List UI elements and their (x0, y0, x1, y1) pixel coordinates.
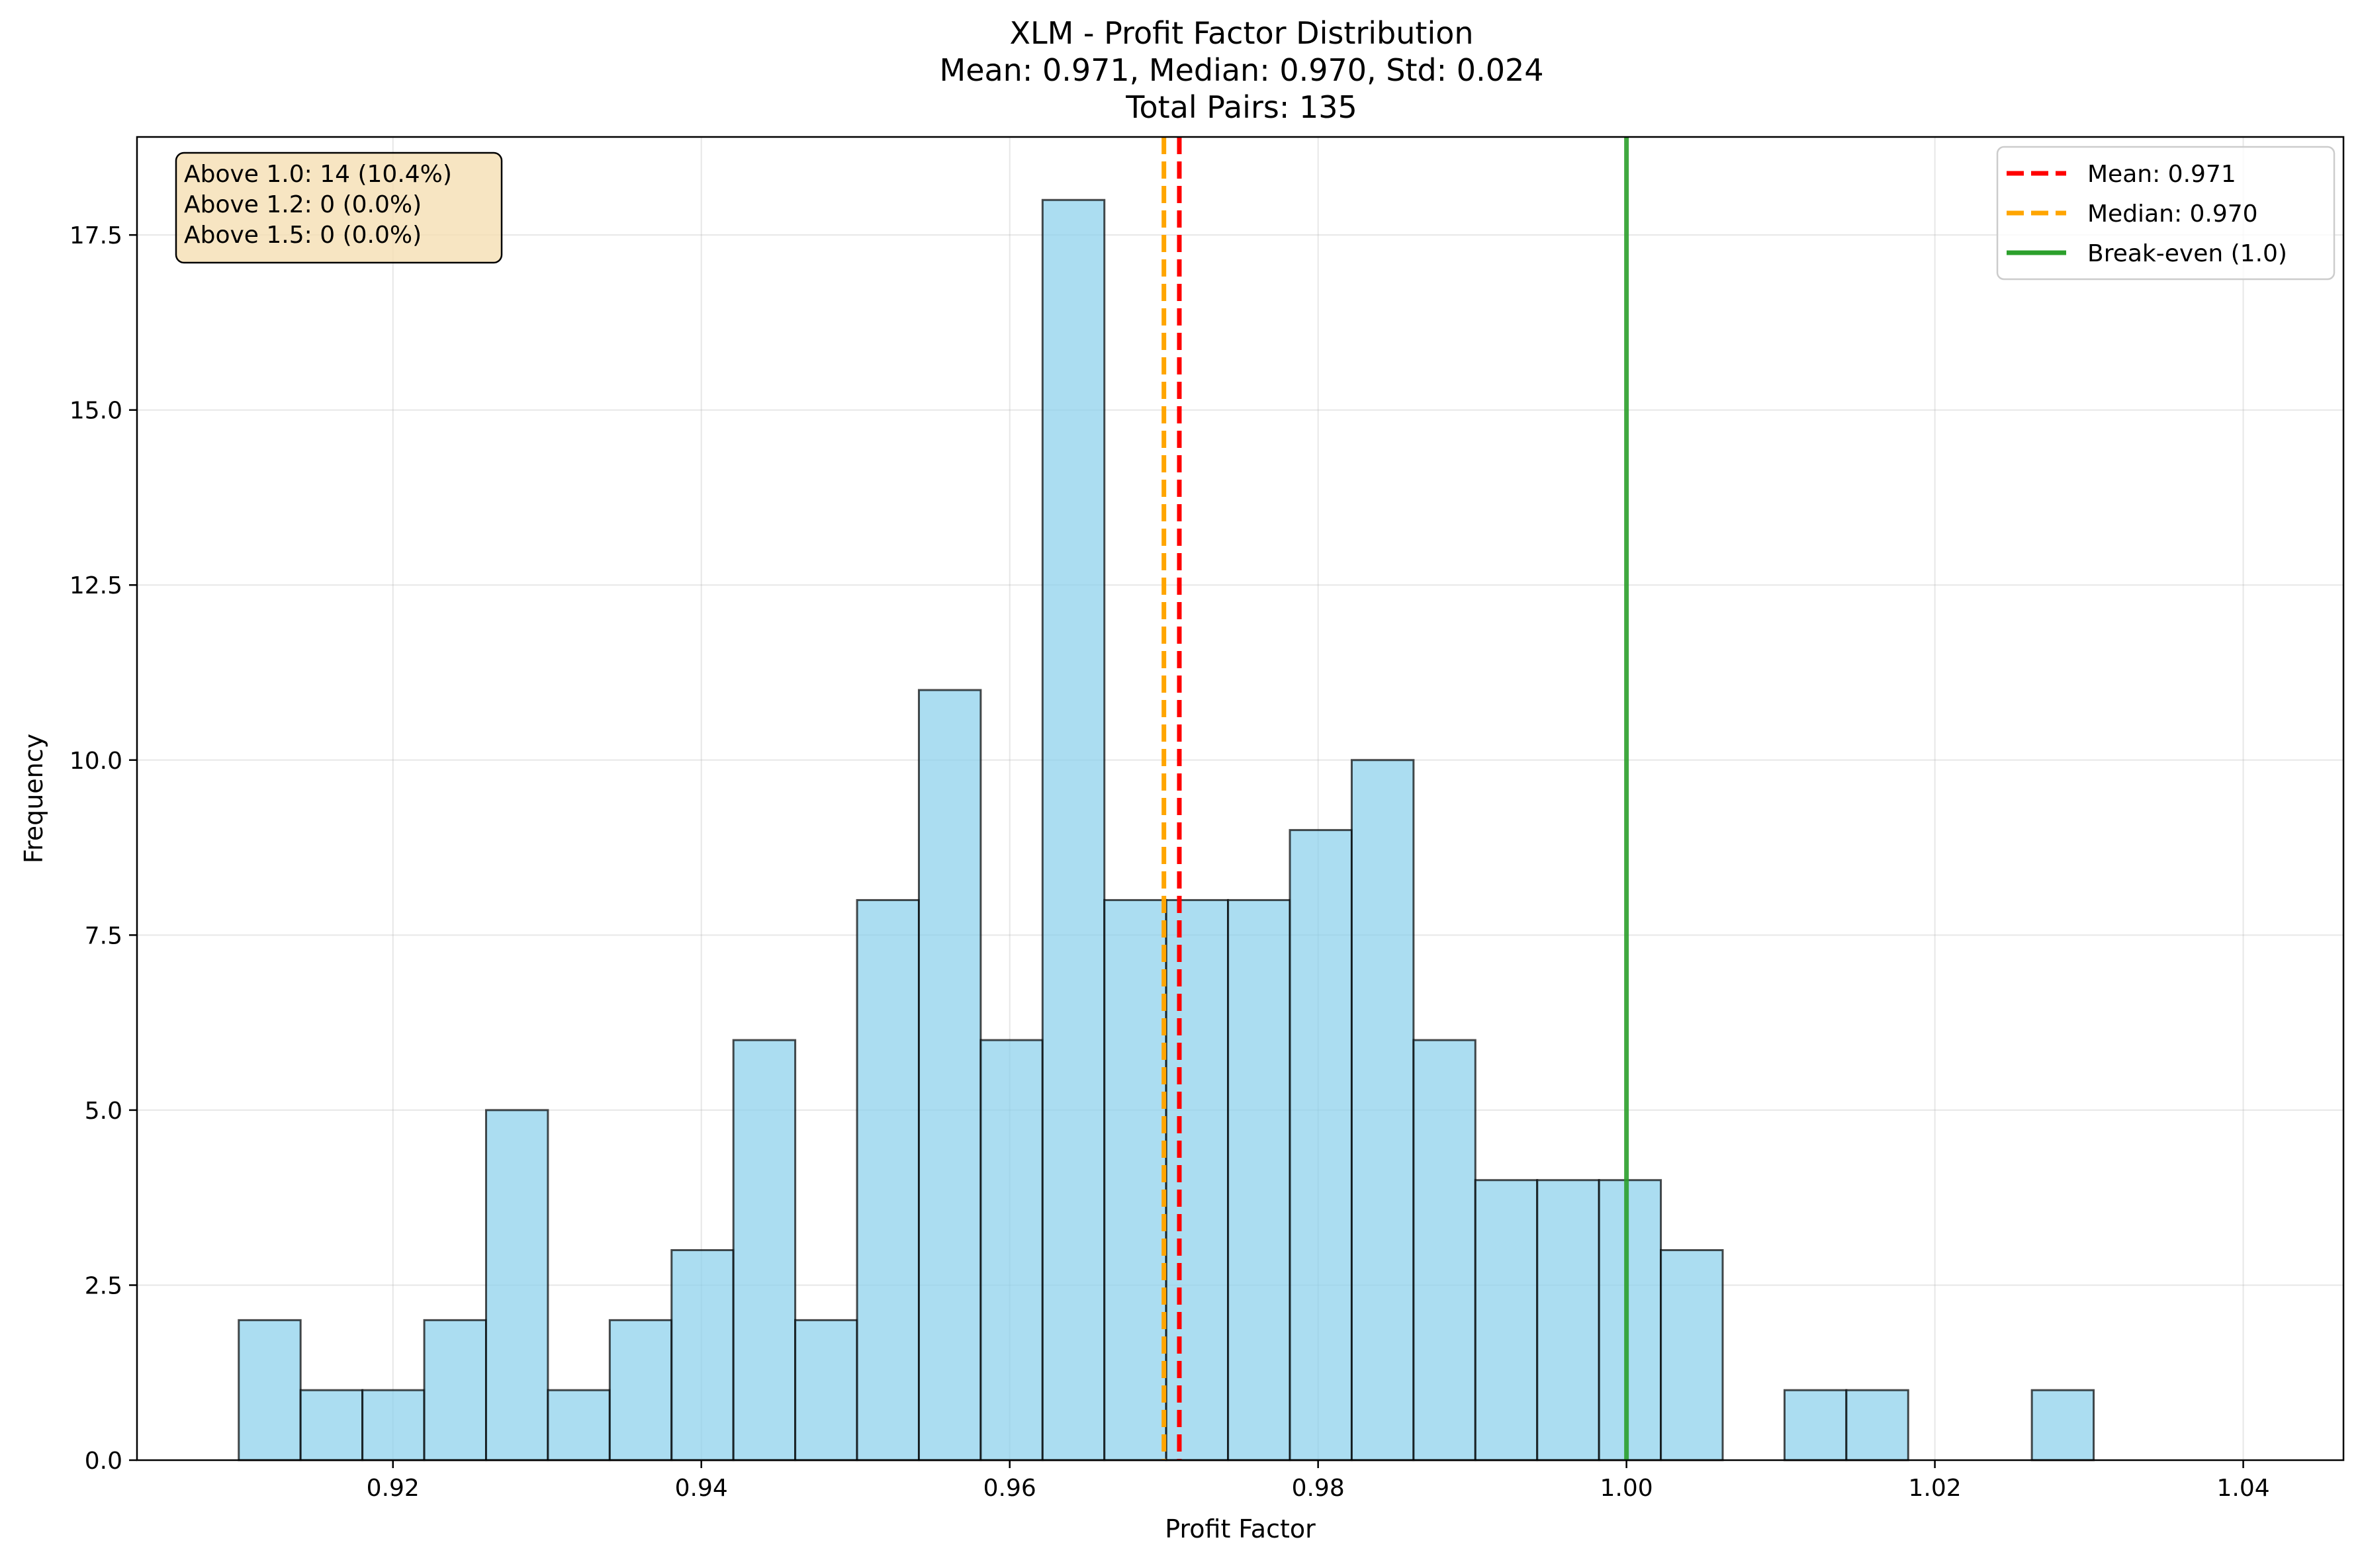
legend-label: Break-even (1.0) (2087, 240, 2287, 267)
histogram-bar (1536, 1179, 1600, 1461)
histogram-bar (1660, 1249, 1724, 1461)
stats-box-line: Above 1.2: 0 (0.0%) (184, 191, 422, 218)
histogram-bar (423, 1319, 487, 1461)
x-tick-label: 0.98 (1292, 1475, 1345, 1502)
y-tick-label: 17.5 (69, 222, 122, 249)
x-tick-label: 1.02 (1909, 1475, 1962, 1502)
y-tick-label: 7.5 (85, 922, 122, 949)
chart-title-line-2: Mean: 0.971, Median: 0.970, Std: 0.024 (940, 52, 1544, 88)
histogram-bar (1845, 1389, 1909, 1461)
legend-label: Median: 0.970 (2087, 200, 2258, 228)
y-tick-label: 5.0 (85, 1098, 122, 1125)
histogram-bar (732, 1039, 797, 1461)
x-tick-label: 0.96 (983, 1475, 1036, 1502)
histogram-bar (2030, 1389, 2095, 1461)
stats-box: Above 1.0: 14 (10.4%) Above 1.2: 0 (0.0%)… (175, 152, 503, 264)
y-tick-label: 10.0 (69, 748, 122, 775)
y-axis-label: Frequency (19, 734, 48, 863)
plot-frame (136, 136, 2345, 1461)
reference-lines-layer (1161, 137, 1629, 1460)
histogram-bar (361, 1389, 426, 1461)
x-tick-label: 0.92 (367, 1475, 420, 1502)
stats-box-background (175, 152, 503, 264)
histogram-bar (1598, 1179, 1662, 1461)
chart-title: XLM - Profit Factor Distribution Mean: 0… (940, 15, 1544, 125)
legend-frame (1996, 146, 2336, 281)
histogram-bar (1041, 198, 1106, 1461)
histogram-bar (608, 1319, 673, 1461)
histogram-bar (1227, 898, 1291, 1461)
stats-box-line: Above 1.0: 14 (10.4%) (184, 161, 452, 188)
y-tick-label: 0.0 (85, 1448, 122, 1475)
stats-box-line: Above 1.5: 0 (0.0%) (184, 222, 422, 249)
histogram-bar (979, 1039, 1044, 1461)
x-tick-label: 0.94 (675, 1475, 728, 1502)
histogram-bar (856, 898, 920, 1461)
y-tick-label: 2.5 (85, 1272, 122, 1299)
x-tick-label: 1.00 (1600, 1475, 1653, 1502)
grid-layer (137, 137, 2343, 1461)
histogram-bar (1350, 759, 1415, 1461)
histogram-bar (547, 1389, 611, 1461)
legend: Mean: 0.971 Median: 0.970 Break-even (1.0) (1996, 146, 2336, 281)
bars-layer (238, 198, 2095, 1461)
histogram-bar (670, 1249, 735, 1461)
histogram-bar (484, 1109, 549, 1461)
chart-title-line-1: XLM - Profit Factor Distribution (1009, 15, 1473, 51)
histogram-bar (917, 689, 982, 1461)
histogram-bar (1103, 898, 1167, 1461)
legend-label: Mean: 0.971 (2087, 161, 2236, 188)
y-tick-label: 12.5 (69, 572, 122, 599)
histogram-bar (1412, 1039, 1476, 1461)
y-tick-label: 15.0 (69, 398, 122, 425)
y-axis-ticks: 0.0 2.5 5.0 7.5 10.0 12.5 15.0 17.5 (69, 222, 137, 1475)
histogram-bar (299, 1389, 364, 1461)
chart-title-line-3: Total Pairs: 135 (1125, 89, 1357, 125)
histogram-bar (238, 1319, 302, 1461)
histogram-bar (1783, 1389, 1848, 1461)
x-axis-ticks: 0.92 0.94 0.96 0.98 1.00 1.02 1.04 (367, 1460, 2270, 1502)
histogram-bar (1474, 1179, 1539, 1461)
histogram-bar (1165, 898, 1230, 1461)
x-tick-label: 1.04 (2216, 1475, 2269, 1502)
x-axis-label: Profit Factor (1165, 1514, 1316, 1544)
histogram-bar (1289, 829, 1353, 1461)
histogram-bar (794, 1319, 858, 1461)
